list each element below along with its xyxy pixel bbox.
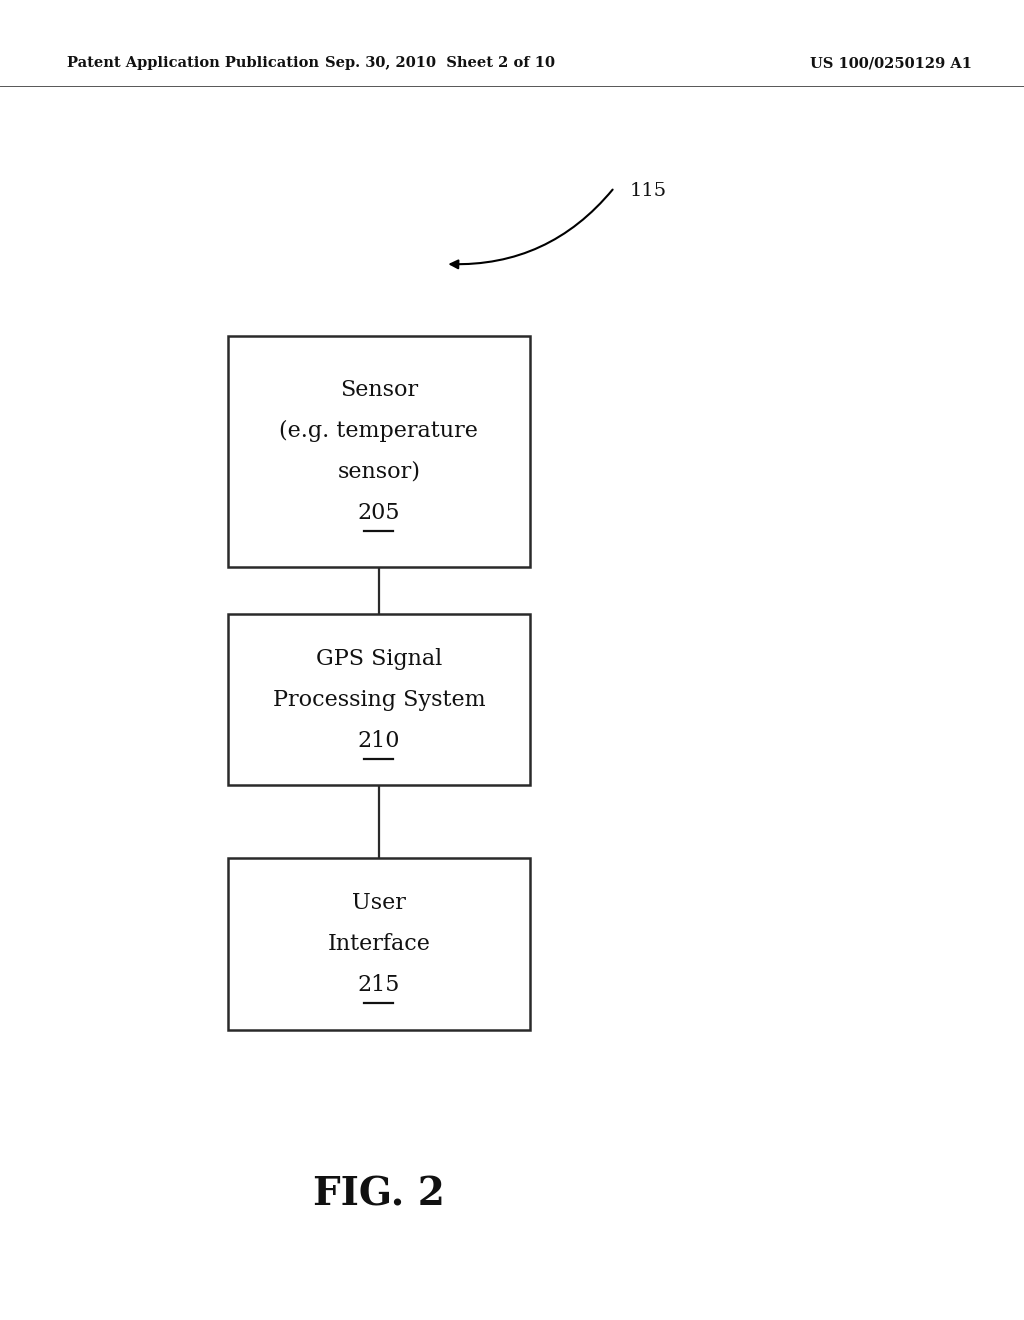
Text: sensor): sensor) — [337, 461, 421, 483]
Text: GPS Signal: GPS Signal — [315, 648, 442, 669]
Text: Interface: Interface — [328, 933, 430, 954]
Text: US 100/0250129 A1: US 100/0250129 A1 — [810, 57, 972, 70]
Text: Processing System: Processing System — [272, 689, 485, 710]
Bar — [227, 335, 530, 568]
Text: User: User — [352, 892, 406, 913]
Text: Sensor: Sensor — [340, 379, 418, 401]
Bar — [227, 614, 530, 785]
Text: (e.g. temperature: (e.g. temperature — [280, 420, 478, 442]
Text: 215: 215 — [357, 974, 400, 995]
Text: Sep. 30, 2010  Sheet 2 of 10: Sep. 30, 2010 Sheet 2 of 10 — [326, 57, 555, 70]
Text: 205: 205 — [357, 502, 400, 524]
Text: FIG. 2: FIG. 2 — [313, 1176, 444, 1213]
Bar — [227, 858, 530, 1030]
Text: Patent Application Publication: Patent Application Publication — [67, 57, 318, 70]
Text: 115: 115 — [630, 182, 667, 201]
Text: 210: 210 — [357, 730, 400, 751]
